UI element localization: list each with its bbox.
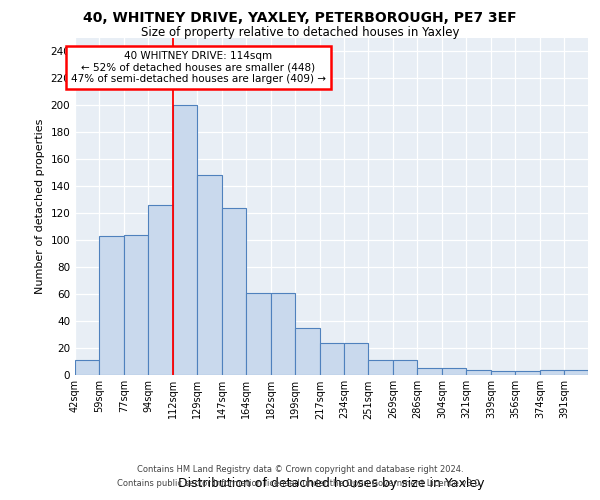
Bar (148, 205, 173, 375)
Bar (541, 370, 564, 375)
Bar (344, 342, 368, 375)
Bar (564, 370, 588, 375)
Bar (515, 371, 541, 375)
Text: 40 WHITNEY DRIVE: 114sqm
← 52% of detached houses are smaller (448)
47% of semi-: 40 WHITNEY DRIVE: 114sqm ← 52% of detach… (71, 51, 326, 84)
Bar (222, 208, 246, 375)
Y-axis label: Number of detached properties: Number of detached properties (35, 118, 45, 294)
Bar (466, 370, 491, 375)
Bar (246, 292, 271, 375)
Bar (124, 234, 148, 375)
Bar (320, 342, 344, 375)
Bar (99, 236, 124, 375)
Bar (271, 292, 295, 375)
Bar (393, 360, 417, 375)
Bar (368, 360, 393, 375)
Bar (75, 360, 99, 375)
Bar (173, 105, 197, 375)
Bar (417, 368, 442, 375)
Text: 40, WHITNEY DRIVE, YAXLEY, PETERBOROUGH, PE7 3EF: 40, WHITNEY DRIVE, YAXLEY, PETERBOROUGH,… (83, 12, 517, 26)
X-axis label: Distribution of detached houses by size in Yaxley: Distribution of detached houses by size … (178, 477, 485, 490)
Bar (197, 175, 222, 375)
Bar (491, 371, 515, 375)
Text: Size of property relative to detached houses in Yaxley: Size of property relative to detached ho… (141, 26, 459, 39)
Bar (442, 368, 466, 375)
Bar (295, 328, 320, 375)
Text: Contains HM Land Registry data © Crown copyright and database right 2024.
Contai: Contains HM Land Registry data © Crown c… (118, 466, 482, 487)
